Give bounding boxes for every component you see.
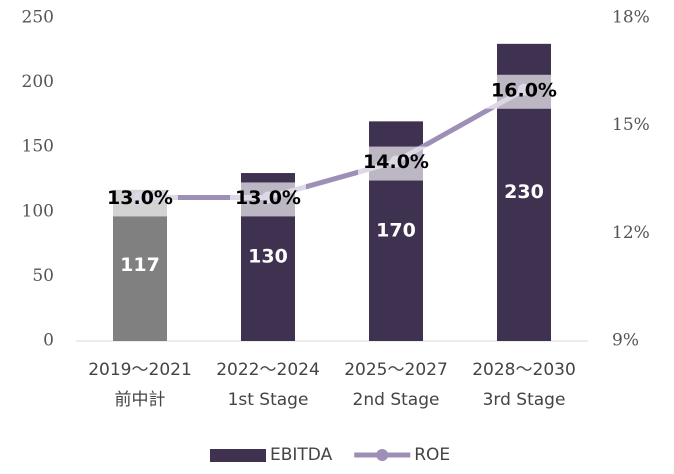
legend-marker [376,449,389,461]
y2-tick-label: 15% [612,115,650,135]
y-tick-label: 0 [43,331,54,351]
bar-value-label: 230 [504,181,544,203]
line-value-label: 13.0% [107,187,173,209]
label-box [486,74,562,109]
x-tick-label: 2025～2027 [344,360,448,380]
x-tick-label: 3rd Stage [483,390,566,410]
bar-value-label: 170 [376,220,416,242]
label-box [358,146,434,181]
bar-value-label: 117 [120,254,160,276]
y-tick-label: 250 [22,8,54,28]
x-tick-label: 2019～2021 [88,360,192,380]
line-value-label: 16.0% [491,79,557,101]
bar-value-label: 130 [248,246,288,268]
legend-label: EBITDA [270,445,333,465]
label-box [102,182,178,217]
line-value-label: 14.0% [363,151,429,173]
legend-label: ROE [414,445,450,465]
line-value-label: 13.0% [235,187,301,209]
legend-swatch [210,449,266,462]
y2-tick-label: 9% [612,331,639,351]
x-tick-label: 2028～2030 [472,360,576,380]
x-tick-label: 1st Stage [228,390,309,410]
x-tick-label: 2022～2024 [216,360,320,380]
y2-tick-label: 18% [612,8,650,28]
x-tick-label: 前中計 [115,390,166,410]
line [140,87,526,200]
x-tick-label: 2nd Stage [353,390,440,410]
y2-tick-label: 12% [612,223,650,243]
y-tick-label: 150 [22,137,54,157]
y-tick-label: 200 [22,72,54,92]
label-box [230,182,306,217]
y-tick-label: 100 [22,201,54,221]
y-tick-label: 50 [32,266,54,286]
